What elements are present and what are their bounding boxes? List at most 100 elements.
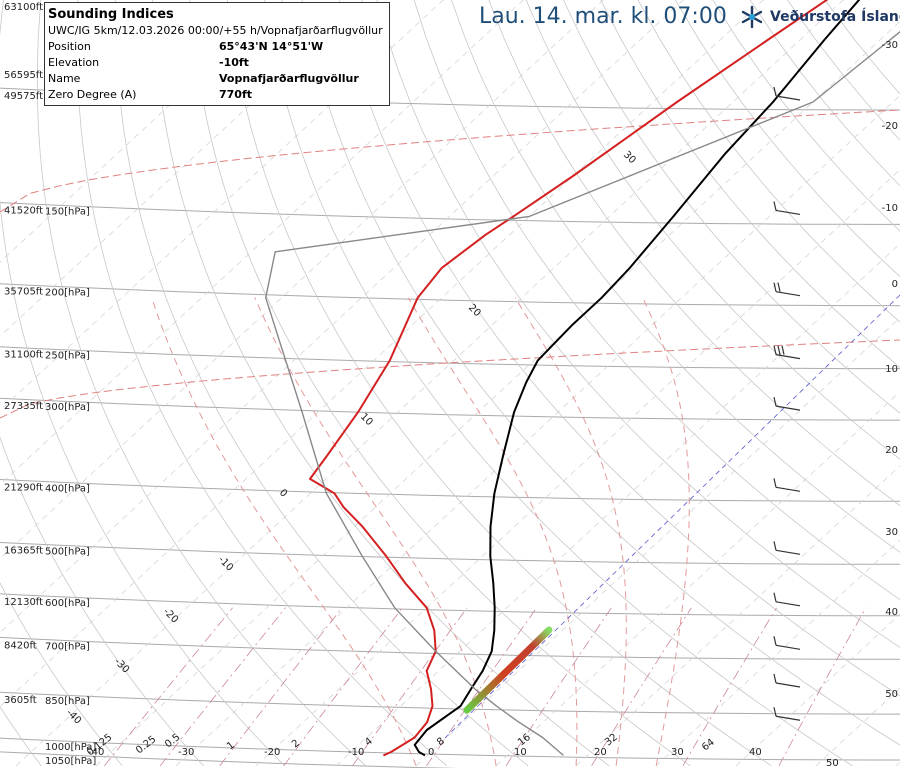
- logo-text: Veðurstofa Íslands: [770, 9, 900, 25]
- right-axis-label: -30: [882, 40, 898, 51]
- temperature-tick-label: 10: [514, 747, 527, 758]
- altitude-label: 8420ft: [4, 640, 37, 651]
- dry-adiabat-line: [76, 0, 448, 767]
- right-axis-label: 30: [885, 527, 898, 538]
- wind-barb: [773, 636, 801, 650]
- pressure-label: 400[hPa]: [45, 483, 90, 494]
- altitude-label: 41520ft: [4, 205, 43, 216]
- tropopause-lines: [0, 109, 900, 419]
- isobar-line: [0, 593, 900, 617]
- isobar-line: [0, 346, 900, 370]
- mixing-ratio-line: [682, 607, 777, 766]
- wind-barb: [773, 345, 801, 360]
- pressure-label: 500[hPa]: [45, 546, 90, 557]
- right-axis-label: -20: [882, 121, 898, 132]
- panel-row-label: Name: [48, 72, 81, 85]
- wind-barb: [773, 396, 801, 411]
- dry-adiabat-line: [376, 0, 900, 648]
- panel-row-label: Position: [48, 40, 91, 53]
- parcel-profile-line: [265, 30, 900, 756]
- zero-degree-line: [444, 294, 900, 739]
- mixing-ratio-label: 64: [700, 737, 717, 754]
- dry-adiabat-line: [114, 0, 529, 767]
- panel-row-name: Name Vopnafjarðarflugvöllur: [48, 71, 389, 87]
- dry-adiabat-line: [787, 0, 900, 141]
- mixing-ratio-line: [283, 607, 403, 767]
- wind-barb: [773, 478, 801, 492]
- dry-adiabat-line: [451, 0, 900, 553]
- mixing-ratio-line: [104, 607, 233, 767]
- dry-adiabat-line: [36, 0, 366, 767]
- altitude-label: 21290ft: [4, 482, 43, 493]
- mixing-ratio-line: [426, 607, 537, 767]
- mixing-ratio-label: 0.25: [134, 734, 158, 756]
- mixing-ratio-line: [778, 607, 867, 766]
- isobar-line: [0, 691, 900, 715]
- mixing-ratio-line: [159, 607, 286, 767]
- freezing-level-line: [444, 294, 900, 739]
- right-axis-label: 50: [885, 689, 898, 700]
- isobar-line: [0, 751, 459, 768]
- wind-barb: [773, 592, 801, 607]
- dry-adiabat-line: [563, 0, 900, 414]
- snowflake-logo-icon: [741, 5, 763, 29]
- pressure-label: 200[hPa]: [45, 288, 90, 299]
- dry-adiabat-line: [525, 0, 900, 460]
- dry-adiabat-line: [189, 0, 691, 767]
- altitude-label: 27335ft: [4, 401, 43, 412]
- mixing-ratio-label: 1: [225, 740, 237, 753]
- mixing-ratio-label: 4: [363, 736, 375, 749]
- wind-barb: [773, 282, 801, 297]
- right-axis-label: 0: [892, 279, 898, 290]
- isobar-line: [0, 202, 900, 225]
- panel-title: Sounding Indices: [48, 7, 174, 22]
- isotherm-line: [15, 0, 844, 767]
- mixing-ratio-label: 32: [603, 732, 620, 749]
- mixing-ratio-line: [505, 607, 612, 767]
- moist-adiabat-line: [514, 297, 627, 766]
- temperature-tick-label: -30: [178, 747, 194, 758]
- isotherm-label: -30: [112, 656, 131, 675]
- mixing-ratio-line: [219, 607, 343, 767]
- isotherm-line: [575, 465, 900, 767]
- temperature-tick-label: -20: [264, 747, 280, 758]
- temperature-tick-label: -40: [88, 747, 104, 758]
- temperature-tick-label: -10: [348, 747, 364, 758]
- temperature-profile-line: [413, 0, 861, 757]
- sounding-indices-panel: Sounding Indices UWC/IG 5km/12.03.2026 0…: [44, 2, 390, 106]
- panel-subtitle: UWC/IG 5km/12.03.2026 00:00/+55 h/Vopnaf…: [48, 24, 383, 37]
- isobar-line: [0, 636, 900, 660]
- right-axis-label: 20: [885, 445, 898, 456]
- dry-adiabat-line: [226, 0, 772, 767]
- temperature-tick-label: 40: [749, 747, 762, 758]
- isotherm-label: -10: [216, 554, 235, 573]
- dry-adiabat-line: [637, 0, 900, 323]
- right-axis-label: 40: [885, 607, 898, 618]
- guide-dashed-line: [0, 109, 900, 213]
- temperature-tick-label: 30: [671, 747, 684, 758]
- wind-barb: [773, 86, 801, 101]
- temperature-tick-label: 20: [594, 747, 607, 758]
- dry-adiabat-line: [712, 0, 900, 232]
- wind-barbs: [773, 86, 801, 721]
- wind-barb: [773, 201, 801, 216]
- dry-adiabat-line: [339, 0, 900, 697]
- pressure-label: 300[hPa]: [45, 402, 90, 413]
- right-axis-label: -10: [882, 203, 898, 214]
- dry-adiabat-line: [600, 0, 900, 369]
- pressure-label: 850[hPa]: [45, 696, 90, 707]
- pressure-label: 700[hPa]: [45, 641, 90, 652]
- right-axis-label: 10: [885, 364, 898, 375]
- isotherm-label: 0: [277, 487, 289, 499]
- panel-row-position: Position 65°43'N 14°51'W: [48, 39, 389, 55]
- temperature-tick-label: 50: [826, 758, 839, 768]
- wind-barb: [773, 673, 801, 688]
- altitude-label: 56595ft: [4, 70, 43, 81]
- dry-adiabat-line: [749, 0, 900, 187]
- isotherm-line: [895, 761, 900, 767]
- dry-adiabat-line: [488, 0, 900, 507]
- altitude-label: 3605ft: [4, 695, 37, 706]
- isotherm-line: [335, 243, 900, 767]
